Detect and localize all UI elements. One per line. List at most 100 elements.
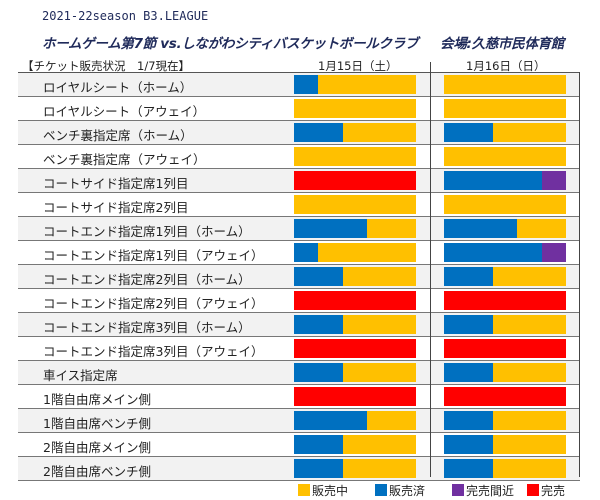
sold-segment — [294, 459, 343, 478]
day2-status-bar — [444, 315, 566, 334]
seat-label: コートエンド指定席3列目（アウェイ） — [43, 344, 264, 359]
sold-segment — [294, 123, 343, 142]
sold-out-segment — [294, 339, 416, 358]
table-row: コートエンド指定席3列目（ホーム） — [18, 313, 580, 337]
on-sale-segment — [444, 195, 566, 214]
on-sale-segment — [342, 315, 416, 334]
day1-status-bar — [294, 171, 416, 190]
day1-header: 1月15日（土） — [318, 59, 398, 73]
sold-segment — [294, 267, 343, 286]
seat-label: コートエンド指定席3列目（ホーム） — [43, 320, 251, 335]
sold-out-segment — [444, 387, 566, 406]
legend-swatch — [375, 484, 387, 496]
on-sale-segment — [342, 123, 416, 142]
sold-segment — [444, 411, 493, 430]
seat-label: ロイヤルシート（ホーム） — [43, 80, 193, 95]
table-row: コートエンド指定席2列目（ホーム） — [18, 265, 580, 289]
sold-segment — [444, 363, 493, 382]
sold-out-segment — [444, 291, 566, 310]
day1-status-bar — [294, 435, 416, 454]
on-sale-segment — [517, 219, 566, 238]
day1-status-bar — [294, 459, 416, 478]
sold-segment — [444, 435, 493, 454]
table-row: コートサイド指定席1列目 — [18, 169, 580, 193]
almost-segment — [541, 243, 566, 262]
legend-label: 販売中 — [312, 484, 349, 498]
day2-status-bar — [444, 75, 566, 94]
legend-item-sold: 販売済 — [375, 482, 425, 499]
on-sale-segment — [492, 315, 566, 334]
on-sale-segment — [367, 219, 416, 238]
day2-status-bar — [444, 411, 566, 430]
day1-status-bar — [294, 267, 416, 286]
table-row: ロイヤルシート（アウェイ） — [18, 97, 580, 121]
sold-segment — [294, 219, 368, 238]
legend-label: 販売済 — [389, 484, 426, 498]
day2-header: 1月16日（日） — [466, 59, 546, 73]
sold-segment — [294, 75, 319, 94]
legend-item-almost: 完売間近 — [452, 482, 514, 499]
on-sale-segment — [492, 411, 566, 430]
table-row: コートエンド指定席3列目（アウェイ） — [18, 337, 580, 361]
day1-status-bar — [294, 147, 416, 166]
sold-out-segment — [294, 171, 416, 190]
sold-segment — [444, 171, 542, 190]
table-row: 1階自由席メイン側 — [18, 385, 580, 409]
season-title: 2021-22season B3.LEAGUE — [42, 9, 209, 23]
seat-label: 1階自由席ベンチ側 — [43, 416, 151, 431]
table-row: 車イス指定席 — [18, 361, 580, 385]
table-row: コートエンド指定席2列目（アウェイ） — [18, 289, 580, 313]
table-row: 2階自由席ベンチ側 — [18, 457, 580, 481]
day1-status-bar — [294, 363, 416, 382]
day1-status-bar — [294, 219, 416, 238]
seat-label: コートエンド指定席1列目（アウェイ） — [43, 248, 264, 263]
day1-status-bar — [294, 387, 416, 406]
day2-status-bar — [444, 291, 566, 310]
table-row: ロイヤルシート（ホーム） — [18, 73, 580, 97]
seat-label: 1階自由席メイン側 — [43, 392, 151, 407]
column-divider — [430, 62, 431, 477]
seat-label: ロイヤルシート（アウェイ） — [43, 104, 206, 119]
day2-status-bar — [444, 171, 566, 190]
sold-out-segment — [294, 387, 416, 406]
seat-label: コートエンド指定席2列目（アウェイ） — [43, 296, 264, 311]
on-sale-segment — [367, 411, 416, 430]
day1-status-bar — [294, 75, 416, 94]
on-sale-segment — [444, 147, 566, 166]
sold-segment — [294, 411, 368, 430]
legend-item-on-sale: 販売中 — [298, 482, 348, 499]
on-sale-segment — [444, 75, 566, 94]
ticket-table: ロイヤルシート（ホーム） ロイヤルシート（アウェイ） ベンチ裏指定席（ホーム） ベンチ… — [18, 72, 580, 481]
day2-status-bar — [444, 243, 566, 262]
day2-status-bar — [444, 123, 566, 142]
legend-swatch — [527, 484, 539, 496]
on-sale-segment — [444, 99, 566, 118]
day2-status-bar — [444, 195, 566, 214]
legend-swatch — [452, 484, 464, 496]
seat-label: コートサイド指定席1列目 — [43, 176, 189, 191]
venue: 会場:久慈市民体育館 — [440, 36, 565, 52]
sold-segment — [444, 267, 493, 286]
seat-label: ベンチ裏指定席（ホーム） — [43, 128, 193, 143]
legend-swatch — [298, 484, 310, 496]
on-sale-segment — [492, 123, 566, 142]
day2-status-bar — [444, 99, 566, 118]
legend-item-sold-out: 完売 — [527, 482, 565, 499]
day1-status-bar — [294, 123, 416, 142]
day2-status-bar — [444, 267, 566, 286]
legend-label: 完売間近 — [466, 484, 515, 498]
game-name: ホームゲーム第7節 vs.しながわシティバスケットボールクラブ — [42, 36, 419, 52]
seat-label: ベンチ裏指定席（アウェイ） — [43, 152, 206, 167]
table-row: 2階自由席メイン側 — [18, 433, 580, 457]
day1-status-bar — [294, 243, 416, 262]
day2-status-bar — [444, 435, 566, 454]
on-sale-segment — [492, 435, 566, 454]
table-row: ベンチ裏指定席（アウェイ） — [18, 145, 580, 169]
sold-segment — [444, 459, 493, 478]
status-label: 【チケット販売状況 1/7現在】 — [22, 59, 191, 73]
sold-segment — [444, 123, 493, 142]
on-sale-segment — [294, 99, 416, 118]
on-sale-segment — [318, 75, 416, 94]
on-sale-segment — [492, 363, 566, 382]
on-sale-segment — [342, 363, 416, 382]
